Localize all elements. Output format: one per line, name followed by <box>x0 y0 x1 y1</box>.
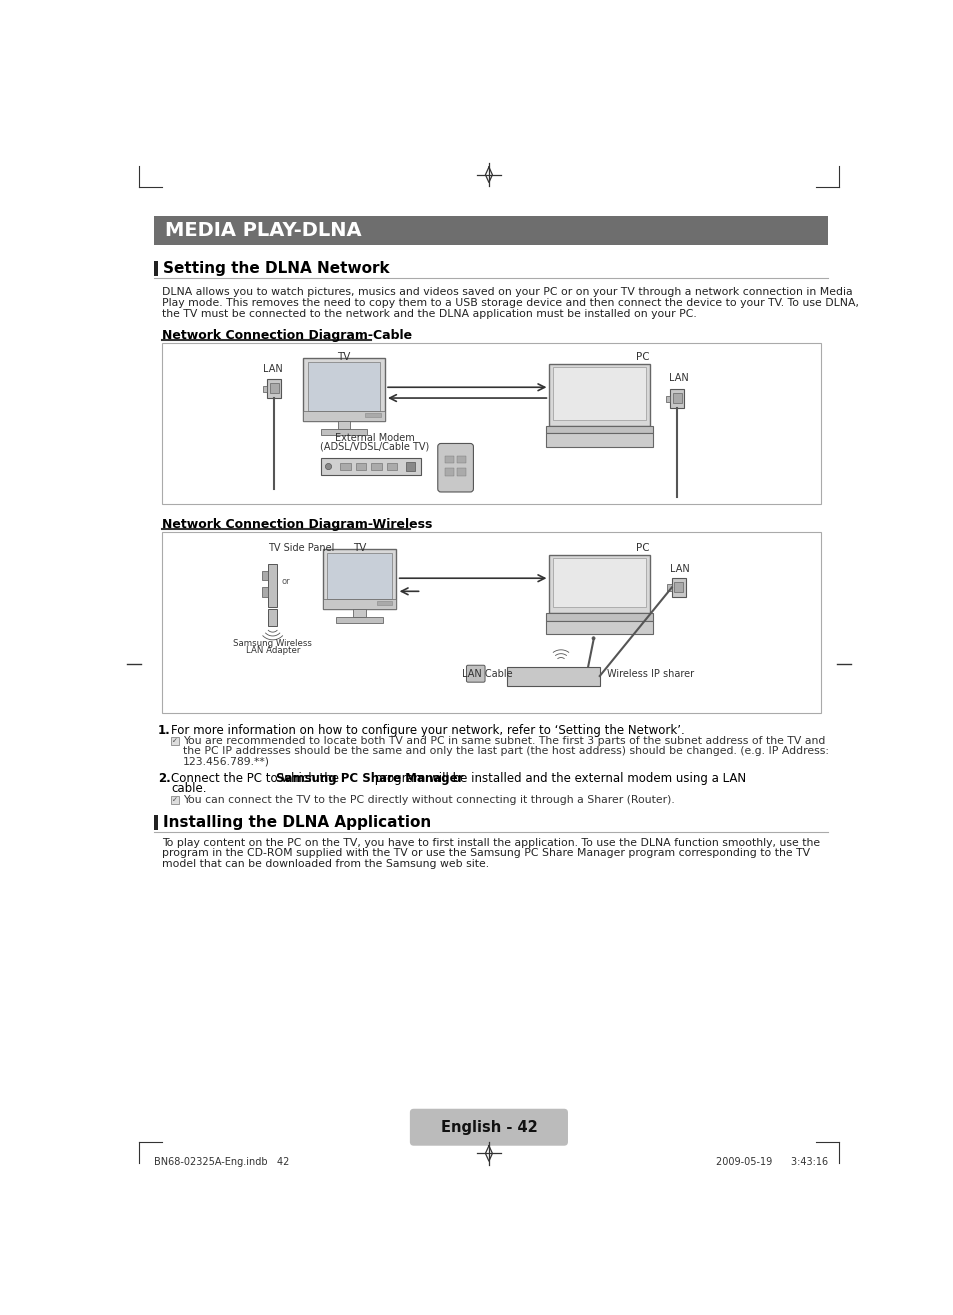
Bar <box>444 468 454 476</box>
Text: cable.: cable. <box>171 782 207 796</box>
Text: External Modem: External Modem <box>335 433 415 443</box>
Bar <box>506 667 599 686</box>
Bar <box>320 429 367 435</box>
Bar <box>456 468 466 476</box>
Bar <box>546 621 653 634</box>
FancyBboxPatch shape <box>437 443 473 492</box>
Bar <box>549 555 649 613</box>
Bar <box>340 463 351 471</box>
Text: BN68-02325A-Eng.indb   42: BN68-02325A-Eng.indb 42 <box>154 1156 289 1166</box>
Text: MEDIA PLAY-DLNA: MEDIA PLAY-DLNA <box>165 221 361 239</box>
Bar <box>162 533 820 713</box>
Bar <box>549 364 649 426</box>
Bar <box>335 617 382 623</box>
Text: Wireless IP sharer: Wireless IP sharer <box>607 669 694 680</box>
Bar <box>337 421 350 429</box>
Text: program in the CD-ROM supplied with the TV or use the Samsung PC Share Manager p: program in the CD-ROM supplied with the … <box>162 848 809 859</box>
Text: Setting the DLNA Network: Setting the DLNA Network <box>163 262 390 276</box>
Bar <box>154 216 827 245</box>
Bar <box>353 609 365 617</box>
Bar <box>546 613 653 621</box>
Text: Play mode. This removes the need to copy them to a USB storage device and then c: Play mode. This removes the need to copy… <box>162 299 858 308</box>
Bar <box>267 379 281 398</box>
Bar <box>546 426 653 434</box>
Text: ✓: ✓ <box>172 797 178 803</box>
Text: or: or <box>282 577 291 586</box>
Bar <box>303 358 384 421</box>
Bar <box>671 577 685 597</box>
Text: Connect the PC to which the: Connect the PC to which the <box>171 772 342 785</box>
Bar <box>162 343 820 504</box>
Bar <box>553 367 645 419</box>
Bar <box>327 552 392 600</box>
Bar <box>665 396 670 402</box>
Bar <box>262 385 267 392</box>
Bar <box>308 362 379 412</box>
Text: 123.456.789.**): 123.456.789.**) <box>183 756 270 767</box>
Text: LAN Adapter: LAN Adapter <box>245 646 299 655</box>
Text: Network Connection Diagram-Wireless: Network Connection Diagram-Wireless <box>162 518 432 531</box>
Bar <box>154 814 158 830</box>
Text: LAN Cable: LAN Cable <box>461 669 512 680</box>
Text: DLNA allows you to watch pictures, musics and videos saved on your PC or on your: DLNA allows you to watch pictures, music… <box>162 287 852 297</box>
Text: For more information on how to configure your network, refer to ‘Setting the Net: For more information on how to configure… <box>171 723 684 736</box>
Bar <box>371 463 381 471</box>
Bar <box>320 458 421 475</box>
Circle shape <box>592 636 595 640</box>
Text: TV Side Panel: TV Side Panel <box>268 543 335 552</box>
Bar <box>303 412 384 421</box>
Bar <box>322 600 395 609</box>
Text: TV: TV <box>337 352 351 362</box>
Text: (ADSL/VDSL/Cable TV): (ADSL/VDSL/Cable TV) <box>320 442 429 451</box>
Text: English - 42: English - 42 <box>440 1120 537 1135</box>
Circle shape <box>325 463 332 469</box>
Bar <box>365 413 380 417</box>
Bar <box>386 463 397 471</box>
Bar <box>270 383 278 393</box>
Bar <box>355 463 366 471</box>
Bar <box>674 581 682 592</box>
Bar <box>666 584 671 590</box>
Bar <box>553 558 645 606</box>
Bar <box>406 462 415 471</box>
Text: 2009-05-19      3:43:16: 2009-05-19 3:43:16 <box>716 1156 827 1166</box>
Text: the TV must be connected to the network and the DLNA application must be install: the TV must be connected to the network … <box>162 309 696 318</box>
Bar <box>670 389 683 409</box>
Text: 1.: 1. <box>158 723 171 736</box>
Text: ✓: ✓ <box>172 738 178 744</box>
Text: Installing the DLNA Application: Installing the DLNA Application <box>163 815 431 830</box>
Text: the PC IP addresses should be the same and only the last part (the host address): the PC IP addresses should be the same a… <box>183 746 828 756</box>
FancyBboxPatch shape <box>466 665 484 682</box>
Text: PC: PC <box>635 543 648 552</box>
Text: Network Connection Diagram-Cable: Network Connection Diagram-Cable <box>162 329 412 342</box>
Bar <box>546 434 653 447</box>
Text: Samsung PC Share Manager: Samsung PC Share Manager <box>276 772 463 785</box>
Text: You are recommended to locate both TV and PC in same subnet. The first 3 parts o: You are recommended to locate both TV an… <box>183 736 824 746</box>
Bar <box>268 609 277 626</box>
Text: program will be installed and the external modem using a LAN: program will be installed and the extern… <box>371 772 745 785</box>
Text: 2.: 2. <box>158 772 171 785</box>
Text: To play content on the PC on the TV, you have to first install the application. : To play content on the PC on the TV, you… <box>162 838 820 848</box>
Text: LAN: LAN <box>670 564 690 575</box>
Bar <box>261 571 268 580</box>
Text: model that can be downloaded from the Samsung web site.: model that can be downloaded from the Sa… <box>162 859 489 869</box>
Bar <box>376 601 392 605</box>
FancyBboxPatch shape <box>410 1109 567 1145</box>
Text: LAN: LAN <box>262 364 282 373</box>
Bar <box>672 393 681 402</box>
Bar <box>154 260 158 276</box>
Bar <box>268 564 277 606</box>
Bar <box>261 588 268 597</box>
Bar <box>322 548 395 609</box>
Text: LAN: LAN <box>668 373 688 383</box>
Text: You can connect the TV to the PC directly without connecting it through a Sharer: You can connect the TV to the PC directl… <box>183 796 674 805</box>
Bar <box>456 456 466 463</box>
Bar <box>444 456 454 463</box>
Text: TV: TV <box>353 543 366 552</box>
Text: PC: PC <box>635 352 648 362</box>
Text: Samsung Wireless: Samsung Wireless <box>233 639 312 648</box>
Bar <box>171 796 179 803</box>
Bar <box>171 736 179 744</box>
